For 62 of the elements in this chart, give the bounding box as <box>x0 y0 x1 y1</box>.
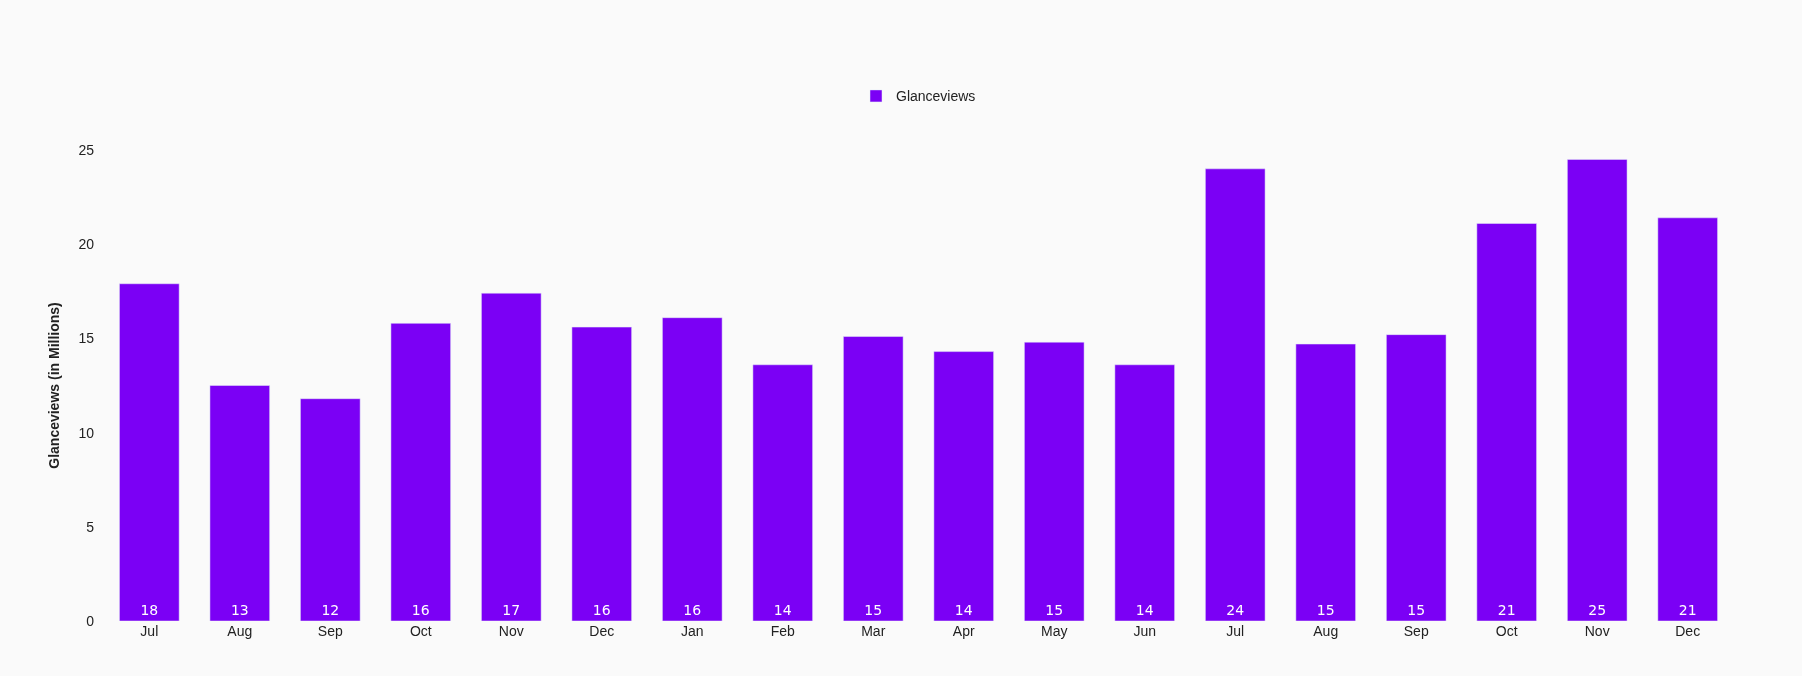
data-label: 12 <box>321 602 340 618</box>
bar <box>1657 217 1718 621</box>
x-tick-label: Jun <box>1133 623 1157 639</box>
x-tick-label: Nov <box>1584 623 1610 639</box>
y-tick-label: 5 <box>86 518 95 535</box>
data-label: 15 <box>1045 602 1064 618</box>
legend-label: Glanceviews <box>896 88 976 105</box>
data-label: 14 <box>773 602 792 618</box>
x-tick-label: Jul <box>1226 623 1245 639</box>
bar <box>933 351 994 621</box>
bar <box>119 283 180 621</box>
y-tick-label: 10 <box>78 424 95 441</box>
data-label: 16 <box>592 602 611 618</box>
y-tick-label: 0 <box>86 612 95 629</box>
data-label: 16 <box>683 602 702 618</box>
bar <box>300 398 361 621</box>
bar <box>1205 168 1266 621</box>
x-tick-label: Nov <box>498 623 524 639</box>
x-tick-label: Apr <box>952 623 975 639</box>
data-label: 21 <box>1497 602 1516 618</box>
bar <box>481 292 542 621</box>
x-tick-label: Oct <box>409 623 432 639</box>
data-label: 13 <box>230 602 249 618</box>
data-label: 17 <box>502 602 521 618</box>
bar <box>1295 343 1356 621</box>
x-tick-label: Aug <box>1313 623 1339 639</box>
x-tick-label: Jul <box>140 623 159 639</box>
data-label: 15 <box>1407 602 1426 618</box>
bar <box>752 364 813 621</box>
y-tick-label: 25 <box>78 141 95 158</box>
bar <box>1476 223 1537 621</box>
bar <box>571 326 632 621</box>
bar <box>843 336 904 621</box>
x-tick-label: Oct <box>1495 623 1518 639</box>
bar <box>1386 334 1447 621</box>
data-label: 15 <box>864 602 883 618</box>
x-tick-label: Feb <box>770 623 796 639</box>
bar <box>1024 341 1085 621</box>
bar <box>662 317 723 621</box>
data-label: 15 <box>1316 602 1335 618</box>
y-tick-label: 15 <box>78 330 95 347</box>
data-label: 14 <box>1135 602 1154 618</box>
x-tick-label: Dec <box>1675 623 1701 639</box>
bar <box>1567 159 1628 621</box>
x-tick-label: Sep <box>1403 623 1429 639</box>
bar <box>209 385 270 621</box>
x-tick-label: Mar <box>861 623 886 639</box>
data-label: 24 <box>1226 602 1245 618</box>
x-tick-label: Jan <box>680 623 704 639</box>
x-tick-label: Sep <box>317 623 343 639</box>
data-label: 14 <box>954 602 973 618</box>
data-label: 25 <box>1588 602 1607 618</box>
y-axis-title: Glanceviews (in Millions) <box>46 302 63 469</box>
data-label: 18 <box>140 602 159 618</box>
data-label: 21 <box>1678 602 1697 618</box>
bar <box>1114 364 1175 621</box>
bar <box>390 323 451 621</box>
x-tick-label: Aug <box>227 623 253 639</box>
x-tick-label: Dec <box>589 623 615 639</box>
y-tick-label: 20 <box>78 236 95 253</box>
x-tick-label: May <box>1041 623 1068 639</box>
data-label: 16 <box>411 602 430 618</box>
